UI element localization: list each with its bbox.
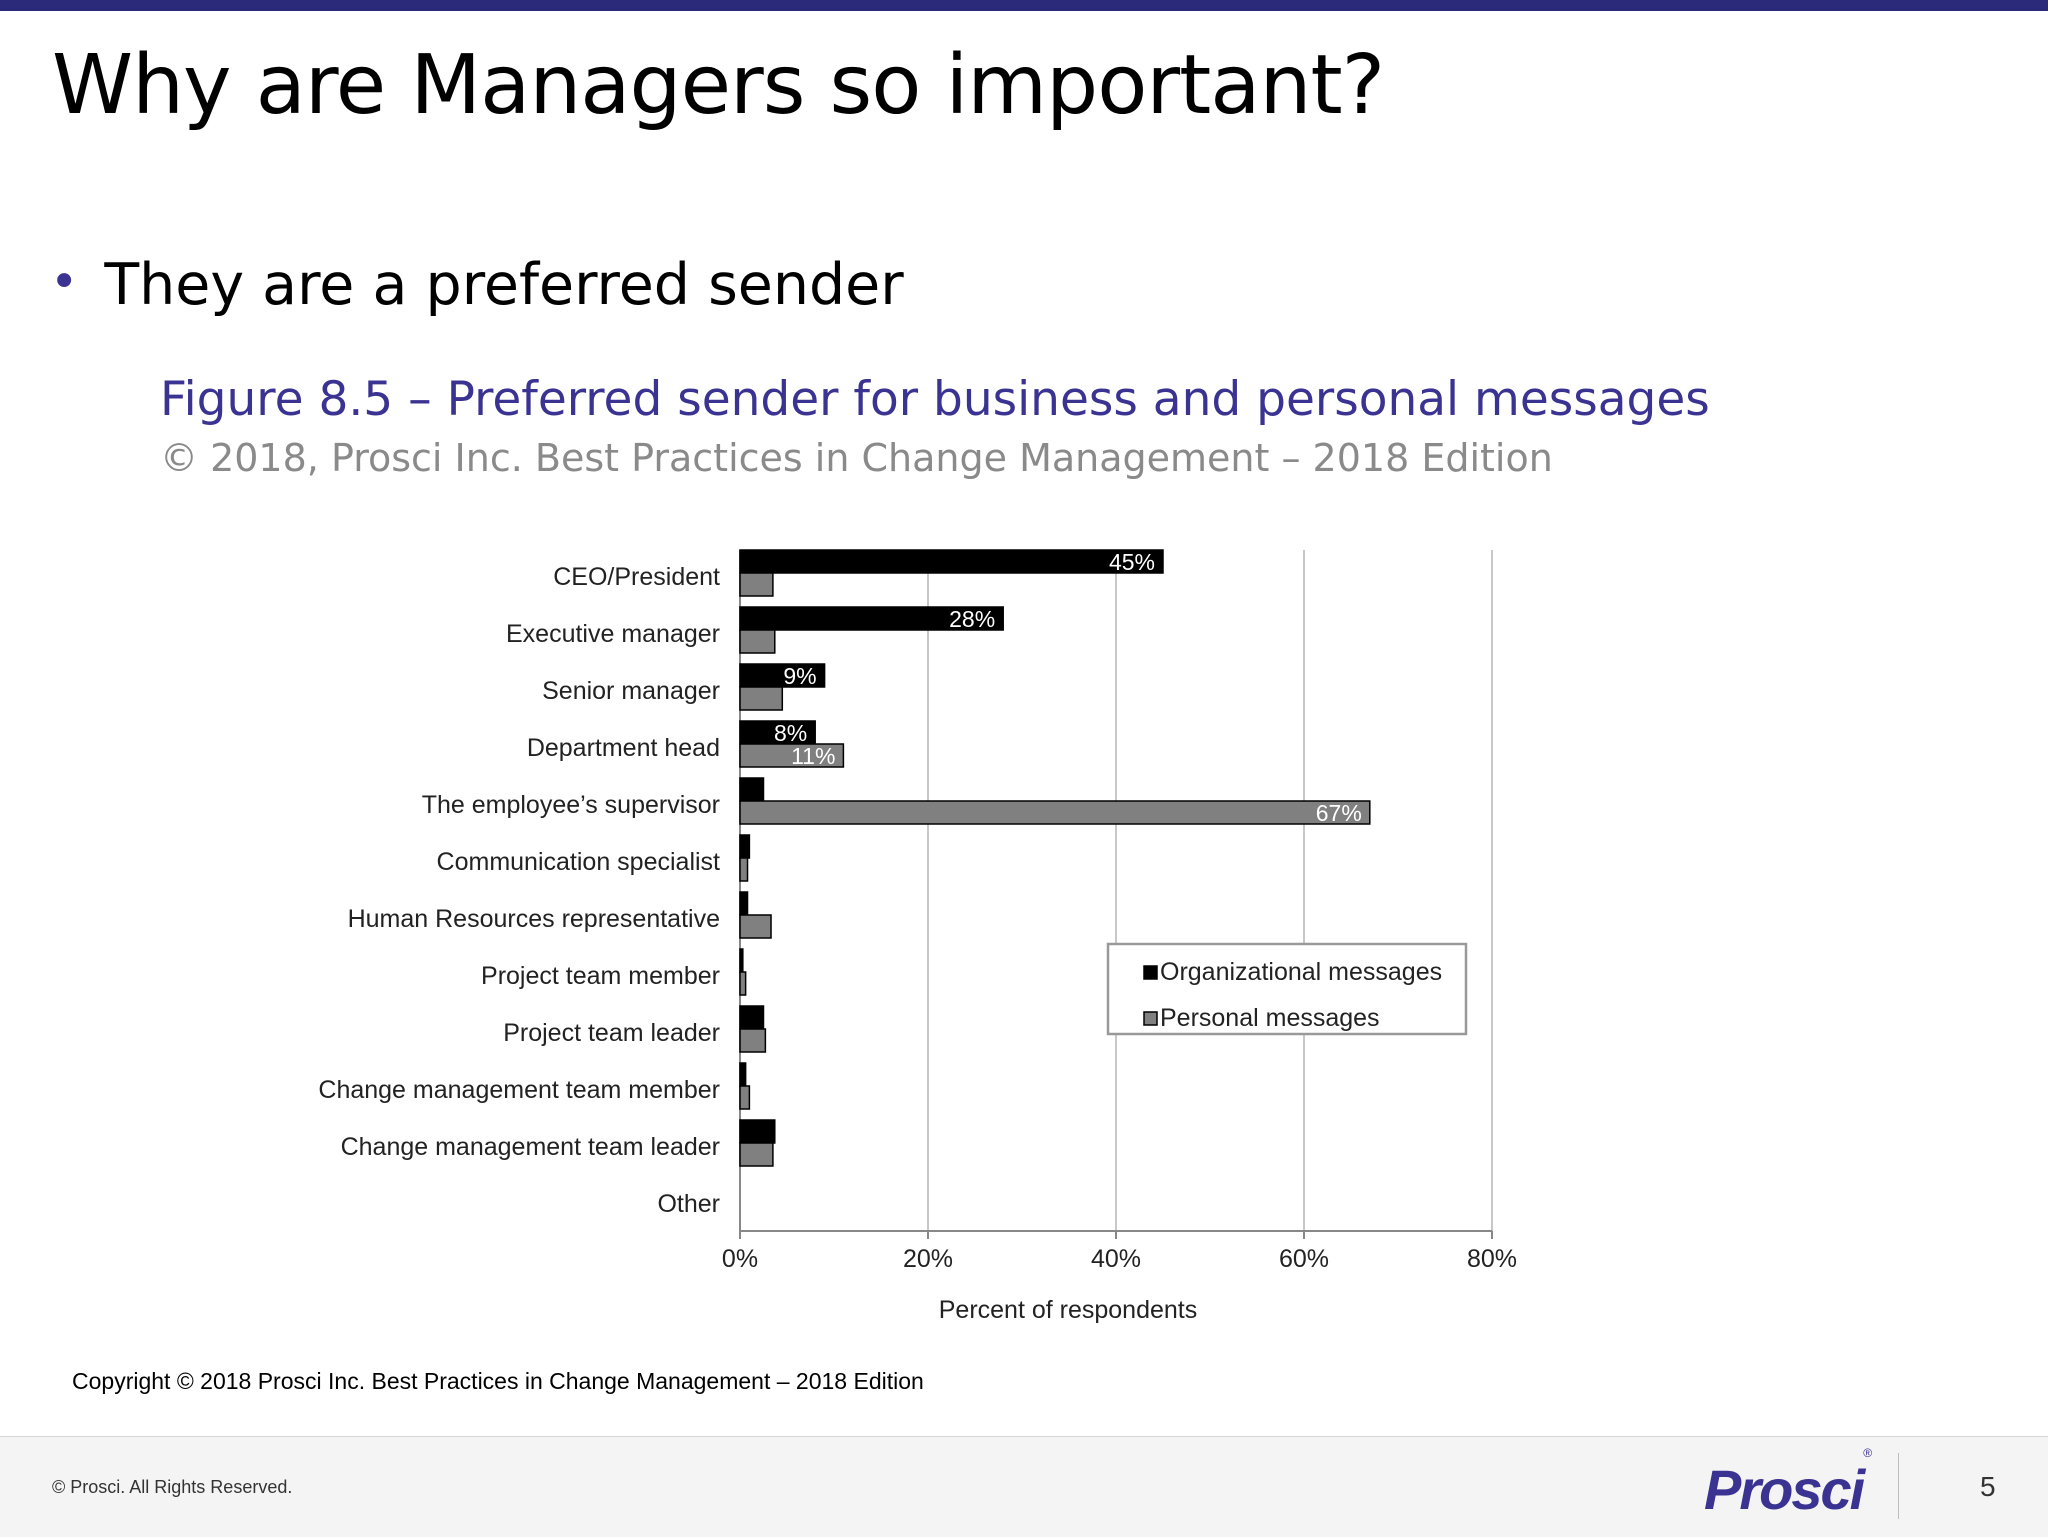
bar-personal	[739, 971, 747, 996]
category-label: Other	[657, 1190, 720, 1218]
logo-registered-mark: ®	[1863, 1446, 1872, 1461]
data-label: 9%	[783, 663, 816, 689]
data-label: 45%	[1109, 549, 1155, 575]
data-label: 28%	[949, 606, 995, 632]
bar-personal	[739, 800, 1371, 825]
bar-personal	[739, 686, 784, 711]
bar-organizational	[739, 777, 765, 802]
bar-personal	[739, 914, 772, 939]
bar-personal	[739, 629, 776, 654]
prosci-logo: Prosci®	[1704, 1446, 1872, 1522]
x-tick-label: 20%	[903, 1245, 953, 1273]
page-number: 5	[1980, 1471, 1996, 1502]
x-tick-label: 80%	[1467, 1245, 1517, 1273]
bar-organizational	[739, 948, 744, 973]
category-label: The employee’s supervisor	[422, 791, 720, 819]
bar-organizational	[739, 1062, 747, 1087]
figure-title: Figure 8.5 – Preferred sender for busine…	[160, 372, 1710, 427]
bar-personal	[739, 1142, 774, 1167]
legend-swatch	[1143, 965, 1158, 980]
bar-organizational	[739, 549, 1164, 574]
category-label: Senior manager	[542, 677, 720, 705]
bar-organizational	[739, 1119, 776, 1144]
bar-organizational	[739, 891, 749, 916]
data-label: 11%	[791, 743, 835, 769]
legend-label: Organizational messages	[1160, 958, 1442, 986]
slide-title: Why are Managers so important?	[52, 38, 1385, 133]
data-label: 67%	[1316, 800, 1362, 826]
footer: © Prosci. All Rights Reserved. Prosci® 5	[0, 1436, 2048, 1537]
legend-swatch	[1143, 1011, 1158, 1026]
category-label: Project team leader	[503, 1019, 720, 1047]
copyright-note: Copyright © 2018 Prosci Inc. Best Practi…	[72, 1368, 924, 1394]
bar-personal	[739, 1085, 751, 1110]
bullet-item: • They are a preferred sender	[50, 252, 904, 318]
x-tick-label: 0%	[722, 1245, 758, 1273]
bar-organizational	[739, 606, 1004, 631]
footer-rights: © Prosci. All Rights Reserved.	[52, 1477, 293, 1497]
x-tick-label: 40%	[1091, 1245, 1141, 1273]
legend-label: Personal messages	[1160, 1004, 1380, 1032]
top-accent-bar	[0, 0, 2048, 11]
bar-personal	[739, 1028, 767, 1053]
category-label: Human Resources representative	[348, 905, 720, 933]
logo-text: Prosci	[1704, 1458, 1865, 1521]
category-label: Executive manager	[506, 620, 720, 648]
category-label: Department head	[527, 734, 720, 762]
bar-personal	[739, 572, 774, 597]
category-label: Project team member	[481, 962, 720, 990]
category-label: Communication specialist	[437, 848, 721, 876]
category-label: Change management team member	[318, 1076, 720, 1104]
category-label: Change management team leader	[341, 1133, 720, 1161]
bar-organizational	[739, 834, 751, 859]
x-axis-title: Percent of respondents	[939, 1296, 1198, 1324]
bullet-dot-icon: •	[50, 254, 79, 310]
figure-subtitle: © 2018, Prosci Inc. Best Practices in Ch…	[160, 436, 1553, 480]
bar-personal	[739, 743, 845, 768]
bullet-text: They are a preferred sender	[104, 252, 904, 318]
bar-personal	[739, 857, 749, 882]
bar-organizational	[739, 1005, 765, 1030]
legend-box	[1106, 942, 1468, 1036]
bar-chart: 0% 20% 40% 60% 80% Percent of respondents CEO/…	[318, 549, 1517, 1324]
footer-divider	[1898, 1453, 1899, 1519]
x-tick-label: 60%	[1279, 1245, 1329, 1273]
category-label: CEO/President	[553, 563, 720, 591]
data-label: 8%	[774, 720, 807, 746]
